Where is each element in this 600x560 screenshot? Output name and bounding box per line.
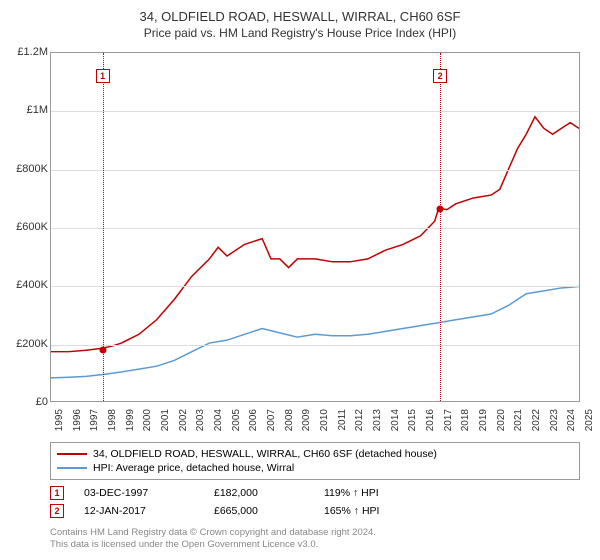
legend-row-1: 34, OLDFIELD ROAD, HESWALL, WIRRAL, CH60… bbox=[57, 447, 573, 461]
chart-title: 34, OLDFIELD ROAD, HESWALL, WIRRAL, CH60… bbox=[0, 0, 600, 26]
chart-lines-svg bbox=[51, 53, 579, 401]
legend-label-1: 34, OLDFIELD ROAD, HESWALL, WIRRAL, CH60… bbox=[93, 448, 437, 460]
marker-label-1: 1 bbox=[96, 69, 110, 83]
transaction-marker-1: 1 bbox=[50, 486, 64, 500]
transaction-row: 1 03-DEC-1997 £182,000 119% ↑ HPI bbox=[50, 484, 580, 502]
marker-label-2: 2 bbox=[433, 69, 447, 83]
legend-swatch-2 bbox=[57, 467, 87, 469]
transaction-price: £182,000 bbox=[214, 487, 304, 499]
y-tick-label: £1.2M bbox=[0, 46, 48, 58]
footer-line-1: Contains HM Land Registry data © Crown c… bbox=[50, 527, 376, 539]
footer-line-2: This data is licensed under the Open Gov… bbox=[50, 539, 376, 551]
y-tick-label: £0 bbox=[0, 396, 48, 408]
y-tick-label: £200K bbox=[0, 338, 48, 350]
transaction-pct: 119% ↑ HPI bbox=[324, 487, 434, 499]
y-tick-label: £600K bbox=[0, 221, 48, 233]
footer-text: Contains HM Land Registry data © Crown c… bbox=[50, 527, 376, 552]
chart-subtitle: Price paid vs. HM Land Registry's House … bbox=[0, 26, 600, 44]
y-tick-label: £1M bbox=[0, 104, 48, 116]
transaction-date: 03-DEC-1997 bbox=[84, 487, 194, 499]
marker-dot bbox=[99, 346, 106, 353]
transaction-marker-2: 2 bbox=[50, 504, 64, 518]
chart-container: 34, OLDFIELD ROAD, HESWALL, WIRRAL, CH60… bbox=[0, 0, 600, 560]
vertical-marker-line bbox=[440, 53, 441, 401]
transaction-row: 2 12-JAN-2017 £665,000 165% ↑ HPI bbox=[50, 502, 580, 520]
transactions-table: 1 03-DEC-1997 £182,000 119% ↑ HPI 2 12-J… bbox=[50, 484, 580, 520]
y-tick-label: £800K bbox=[0, 163, 48, 175]
chart-plot-area: 1995199619971998199920002001200220032004… bbox=[50, 52, 580, 402]
y-tick-label: £400K bbox=[0, 279, 48, 291]
legend: 34, OLDFIELD ROAD, HESWALL, WIRRAL, CH60… bbox=[50, 442, 580, 480]
transaction-date: 12-JAN-2017 bbox=[84, 505, 194, 517]
transaction-price: £665,000 bbox=[214, 505, 304, 517]
legend-label-2: HPI: Average price, detached house, Wirr… bbox=[93, 462, 294, 474]
legend-swatch-1 bbox=[57, 453, 87, 455]
legend-row-2: HPI: Average price, detached house, Wirr… bbox=[57, 461, 573, 475]
marker-dot bbox=[437, 206, 444, 213]
transaction-pct: 165% ↑ HPI bbox=[324, 505, 434, 517]
